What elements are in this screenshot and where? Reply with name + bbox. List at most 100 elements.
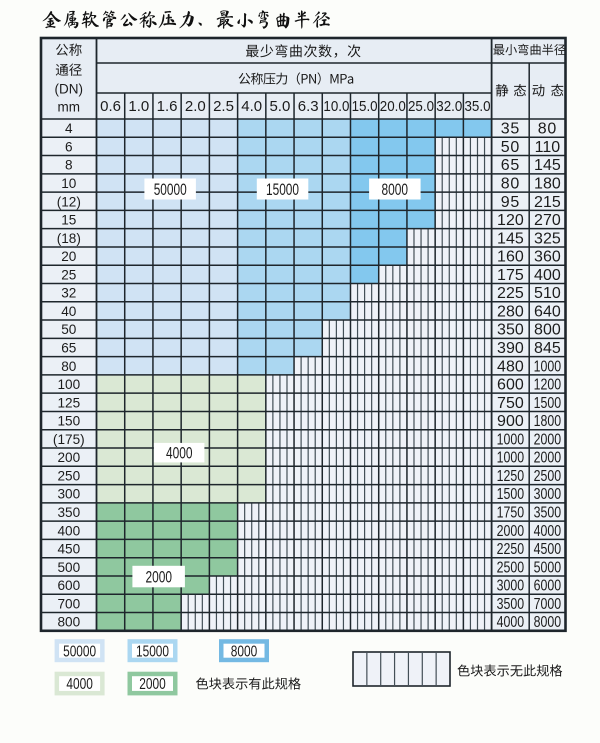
svg-text:4000: 4000 — [166, 445, 193, 463]
svg-text:15.0: 15.0 — [352, 98, 378, 115]
svg-text:1200: 1200 — [534, 377, 562, 394]
svg-text:100: 100 — [57, 377, 80, 392]
svg-text:225: 225 — [497, 285, 524, 302]
svg-text:280: 280 — [497, 303, 524, 320]
svg-text:35: 35 — [501, 121, 520, 138]
svg-text:mm: mm — [58, 100, 81, 115]
svg-text:3500: 3500 — [497, 596, 525, 613]
svg-text:50000: 50000 — [154, 181, 187, 199]
svg-text:150: 150 — [57, 414, 80, 429]
svg-text:125: 125 — [57, 395, 80, 410]
svg-text:40: 40 — [61, 304, 77, 319]
svg-text:160: 160 — [497, 249, 524, 266]
svg-text:20.0: 20.0 — [380, 98, 406, 115]
svg-text:270: 270 — [534, 212, 561, 229]
svg-text:80: 80 — [538, 121, 557, 138]
svg-text:175: 175 — [497, 267, 524, 284]
svg-text:1.6: 1.6 — [157, 98, 178, 115]
svg-text:350: 350 — [57, 505, 80, 520]
svg-text:3500: 3500 — [534, 505, 562, 522]
svg-text:1000: 1000 — [497, 431, 525, 448]
svg-text:1000: 1000 — [497, 450, 525, 467]
svg-text:50: 50 — [61, 322, 77, 337]
svg-text:(DN): (DN) — [55, 81, 84, 96]
svg-text:2000: 2000 — [497, 523, 525, 540]
svg-text:65: 65 — [501, 157, 520, 174]
svg-text:65: 65 — [61, 341, 76, 356]
svg-text:390: 390 — [497, 340, 524, 357]
svg-text:480: 480 — [497, 358, 524, 375]
svg-text:2000: 2000 — [145, 568, 172, 586]
svg-text:25.0: 25.0 — [408, 98, 434, 115]
svg-text:15000: 15000 — [136, 643, 169, 660]
svg-text:700: 700 — [57, 596, 80, 611]
svg-text:800: 800 — [534, 322, 561, 339]
svg-text:400: 400 — [534, 267, 561, 284]
svg-text:2.0: 2.0 — [185, 98, 206, 115]
svg-text:1500: 1500 — [534, 395, 562, 412]
svg-text:510: 510 — [534, 285, 561, 302]
svg-text:10: 10 — [61, 176, 77, 191]
svg-text:4: 4 — [65, 121, 73, 136]
svg-text:110: 110 — [535, 139, 561, 156]
svg-text:8000: 8000 — [534, 614, 562, 631]
svg-text:6: 6 — [65, 139, 73, 154]
svg-text:1500: 1500 — [497, 486, 525, 503]
svg-text:600: 600 — [57, 578, 80, 593]
svg-text:2000: 2000 — [139, 676, 166, 693]
svg-text:845: 845 — [534, 340, 561, 357]
svg-text:(18): (18) — [57, 231, 81, 246]
svg-text:10.0: 10.0 — [323, 98, 349, 115]
svg-text:25: 25 — [61, 267, 76, 282]
svg-text:1750: 1750 — [497, 505, 525, 522]
svg-text:120: 120 — [497, 212, 524, 229]
svg-text:360: 360 — [534, 249, 561, 266]
svg-text:2000: 2000 — [534, 450, 562, 467]
svg-text:(12): (12) — [57, 194, 81, 209]
svg-text:4500: 4500 — [534, 541, 562, 558]
svg-text:8000: 8000 — [382, 181, 409, 199]
svg-text:4000: 4000 — [497, 614, 525, 631]
svg-text:4000: 4000 — [534, 523, 562, 540]
svg-text:1000: 1000 — [534, 358, 562, 375]
svg-text:5.0: 5.0 — [269, 98, 290, 115]
svg-text:2250: 2250 — [497, 541, 525, 558]
svg-text:20: 20 — [61, 249, 77, 264]
svg-text:95: 95 — [501, 194, 520, 211]
svg-text:3000: 3000 — [534, 486, 562, 503]
svg-text:50000: 50000 — [63, 643, 96, 660]
svg-text:1250: 1250 — [497, 468, 525, 485]
svg-text:4000: 4000 — [66, 676, 93, 693]
svg-text:800: 800 — [57, 615, 80, 630]
svg-text:15: 15 — [61, 213, 76, 228]
svg-text:1.0: 1.0 — [128, 98, 149, 115]
svg-text:180: 180 — [534, 176, 561, 193]
svg-text:2.5: 2.5 — [213, 98, 234, 115]
svg-text:215: 215 — [534, 194, 561, 211]
svg-text:325: 325 — [534, 230, 561, 247]
svg-text:7000: 7000 — [534, 596, 562, 613]
svg-text:32: 32 — [61, 286, 76, 301]
svg-text:3000: 3000 — [497, 578, 525, 595]
svg-text:200: 200 — [57, 450, 80, 465]
svg-text:640: 640 — [534, 303, 561, 320]
svg-text:2500: 2500 — [497, 559, 525, 576]
svg-text:5000: 5000 — [534, 559, 562, 576]
svg-text:(175): (175) — [53, 432, 85, 447]
svg-text:750: 750 — [497, 395, 524, 412]
svg-text:145: 145 — [534, 157, 561, 174]
svg-text:145: 145 — [497, 230, 524, 247]
svg-text:0.6: 0.6 — [100, 98, 121, 115]
svg-text:350: 350 — [497, 322, 524, 339]
svg-text:450: 450 — [57, 542, 80, 557]
svg-text:6000: 6000 — [534, 578, 562, 595]
svg-text:4.0: 4.0 — [241, 98, 262, 115]
svg-text:32.0: 32.0 — [436, 98, 462, 115]
svg-text:35.0: 35.0 — [465, 98, 491, 115]
svg-text:600: 600 — [497, 377, 524, 394]
svg-text:80: 80 — [61, 359, 77, 374]
svg-text:400: 400 — [57, 523, 80, 538]
svg-text:80: 80 — [501, 176, 520, 193]
svg-text:50: 50 — [501, 139, 520, 156]
svg-text:6.3: 6.3 — [298, 98, 319, 115]
